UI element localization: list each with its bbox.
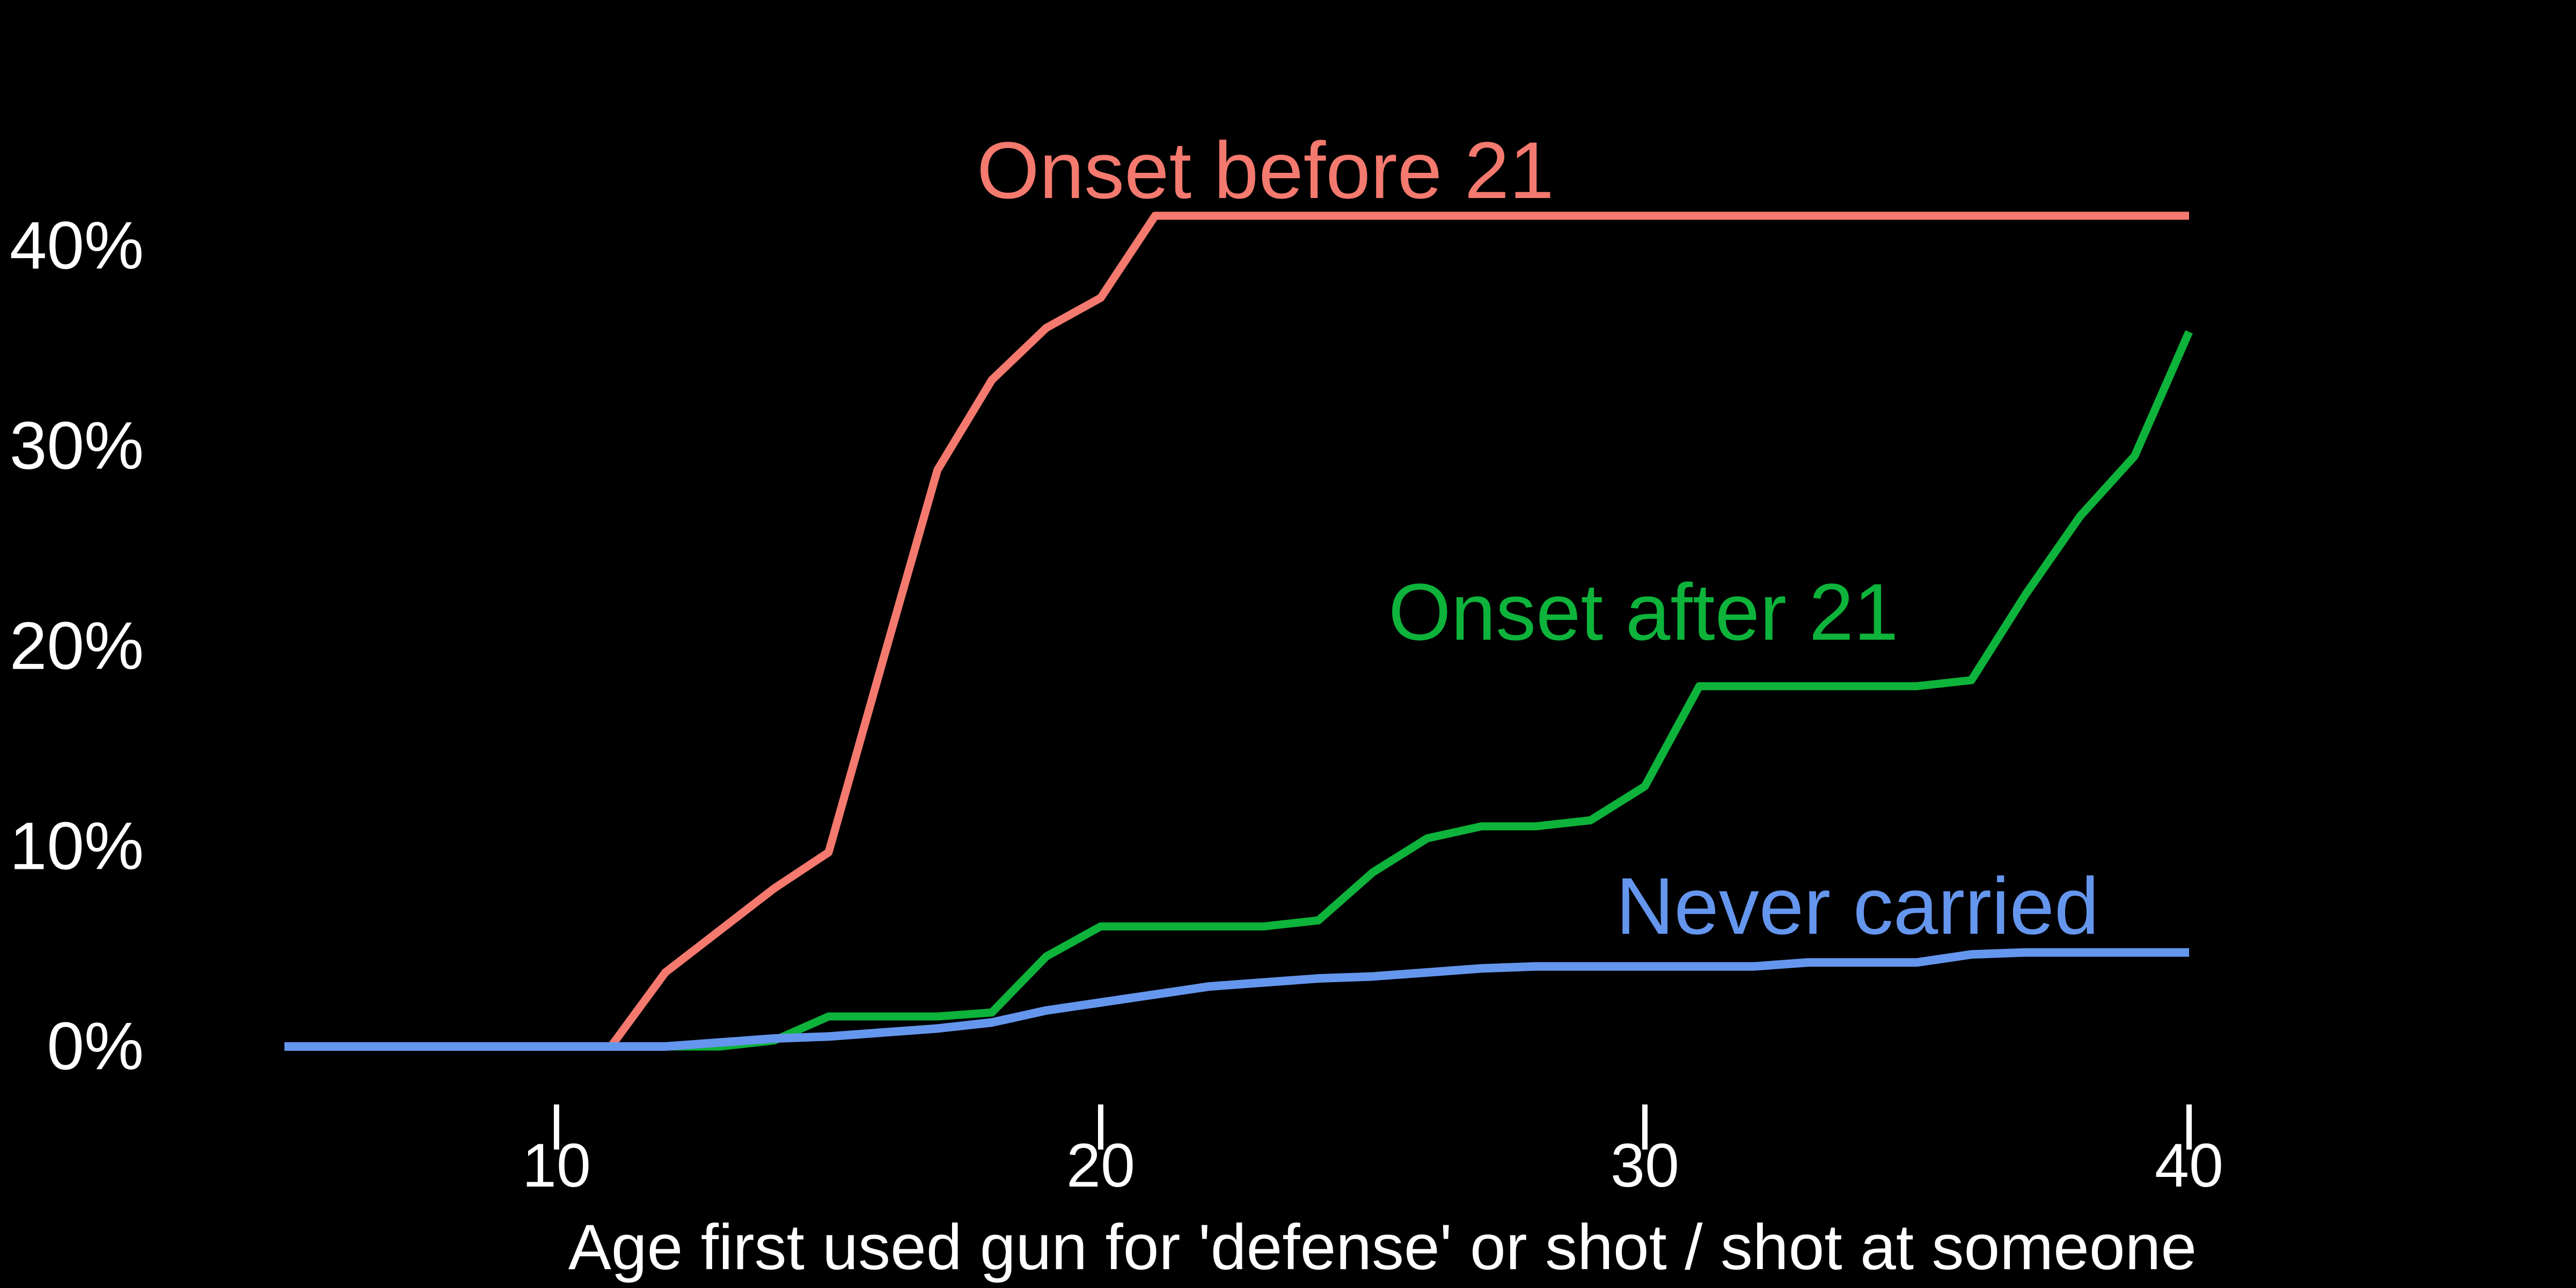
series-label-onset-after-21: Onset after 21 (1388, 567, 1899, 657)
x-tick-label-30: 30 (1611, 1131, 1679, 1200)
y-tick-label-20%: 20% (9, 609, 144, 684)
y-tick-label-40%: 40% (9, 208, 144, 283)
y-tick-label-10%: 10% (9, 809, 144, 884)
series-label-never-carried: Never carried (1616, 861, 2099, 951)
x-tick-label-10: 10 (522, 1131, 591, 1200)
x-axis-title: Age first used gun for 'defense' or shot… (568, 1211, 2197, 1283)
y-tick-label-0%: 0% (47, 1009, 144, 1084)
y-tick-label-30%: 30% (9, 408, 144, 484)
x-tick-label-20: 20 (1066, 1131, 1135, 1200)
x-tick-label-40: 40 (2155, 1131, 2223, 1200)
never-carried-line (284, 948, 2189, 1051)
series-label-onset-before-21: Onset before 21 (977, 125, 1554, 215)
